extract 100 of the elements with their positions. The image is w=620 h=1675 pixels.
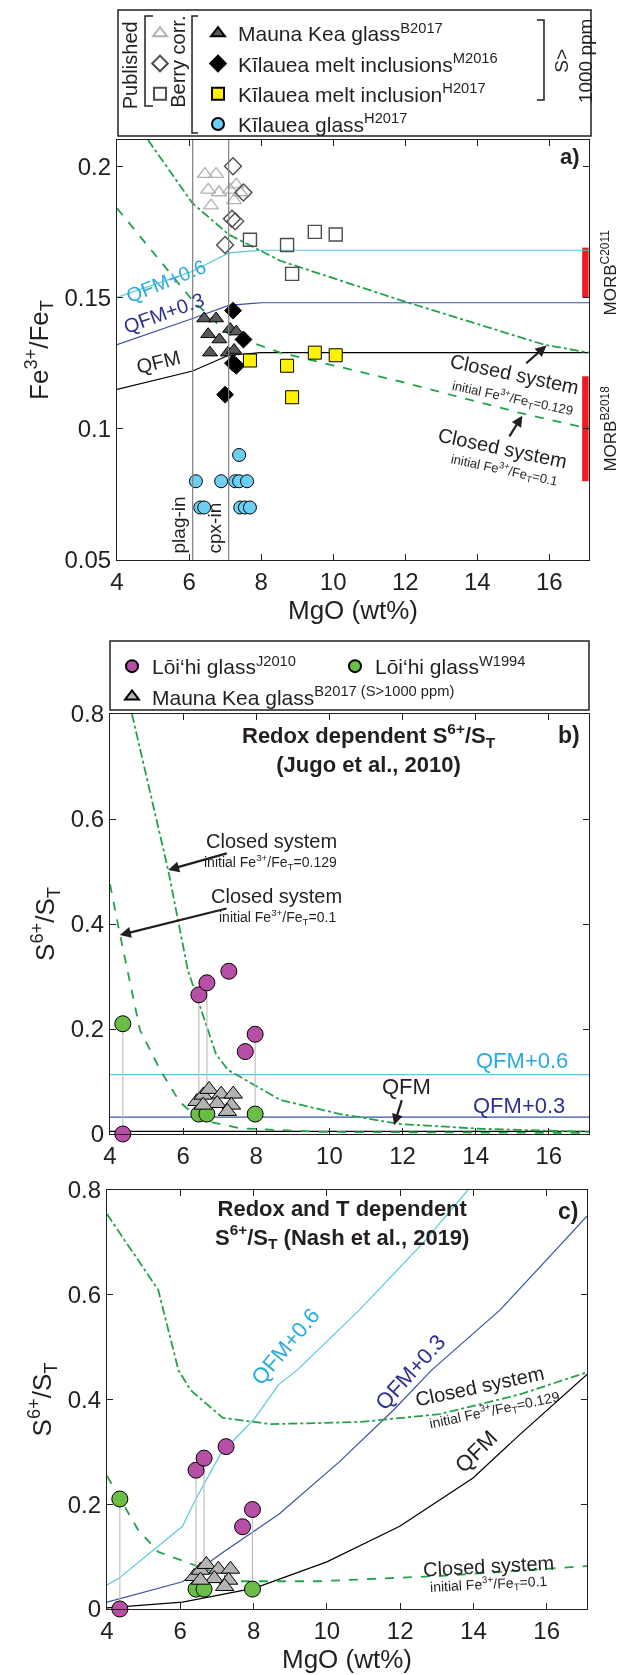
x-tick-label: 4 [110,567,124,595]
text: Berry corr. [167,15,190,108]
point [226,212,245,231]
chart-title: Redox dependent S$^{6+}$/S$_{T}$ (Jugo et al., 2010) [242,720,496,777]
text: S> 1000 ppm [550,18,597,104]
y-tick-label: 0.15 [64,283,112,311]
x-axis-title: MgO (wt%) [288,594,418,625]
y-tick-label: 0.6 [67,1281,102,1309]
ref-line-label: cpx-in [203,502,225,554]
legend-label: Mauna Kea glass$^{B2017 (S>1000 ppm)}$ [152,682,455,709]
x-tick-label: 12 [389,1141,416,1169]
point [196,166,214,179]
point [114,1015,132,1033]
point [285,390,300,405]
point [234,183,253,202]
y-tick-label: 0.4 [70,910,105,938]
y-tick-label: 0.05 [64,546,112,574]
point [279,237,295,253]
x-tick-label: 4 [100,1616,114,1644]
point [216,385,235,404]
point [193,1096,213,1110]
y-tick-label: 0.8 [70,700,105,728]
annotation: a) [560,144,580,169]
x-tick-label: 14 [462,1141,489,1169]
point [201,345,218,357]
point [207,166,225,179]
y-tick-label: 0.2 [67,1490,102,1518]
x-tick-label: 4 [103,1141,117,1169]
point [217,1438,235,1456]
x-tick-label: 6 [173,1616,187,1644]
annotation: QFM [382,1074,431,1099]
point [328,227,343,242]
point [242,353,257,368]
point [111,1490,129,1508]
legend-label: Mauna Kea glass$^{B2017}$ [238,19,443,46]
legend-label: Lōi‘hi glass$^{W1994}$ [375,652,526,679]
ref-line-label: plag-in [167,496,189,554]
point [234,1518,252,1536]
point [243,1580,261,1598]
point [220,962,238,980]
point [199,1080,219,1094]
point [243,1500,261,1518]
x-tick-label: 16 [536,567,563,595]
point [198,974,216,992]
point [234,330,253,349]
legend-label: Lōi‘hi glass$^{J2010}$ [152,652,296,679]
line-series [117,207,589,430]
text: Published [118,21,141,110]
x-tick-label: 16 [535,1141,563,1169]
point [111,1600,129,1618]
point [232,185,249,197]
y-tick-label: 0.8 [67,1176,102,1204]
point [188,474,203,489]
annotation: Closed system [211,885,343,907]
point [215,235,235,255]
point [232,448,247,462]
point [246,1025,264,1043]
point [222,209,242,228]
x-axis-title: MgO (wt%) [282,1643,412,1674]
point [195,1449,213,1467]
x-tick-label: 16 [533,1616,561,1644]
legend-label: Kīlauea melt inclusion$^{H2017}$ [238,80,486,106]
x-tick-label: 6 [176,1141,190,1169]
point [207,1095,227,1109]
annotation: initial Fe$^{3+}$/Fe$_{T}$=0.1 [219,907,337,927]
point [328,348,343,363]
annotation: QFM [134,345,183,378]
point [190,986,208,1004]
x-tick-label: 8 [249,1141,263,1169]
x-tick-label: 10 [316,1141,343,1169]
x-tick-label: 12 [391,567,419,595]
point [187,1461,205,1479]
x-tick-label: 14 [460,1616,487,1644]
annotation: QFM+0.3 [473,1093,566,1118]
point [227,356,246,375]
point [214,474,229,489]
x-tick-label: 10 [319,567,347,595]
point [240,474,255,489]
y-tick-label: 0.2 [77,152,112,180]
y-tick-label: 0 [90,1120,105,1148]
x-tick-label: 14 [463,567,491,595]
x-tick-label: 10 [313,1616,341,1644]
point [242,232,258,247]
legend-label: Kīlauea melt inclusions$^{M2016}$ [238,49,498,76]
y-tick-label: 0 [87,1595,102,1623]
annotation: c) [558,1198,579,1224]
point [224,301,242,320]
point [236,1043,254,1061]
y-tick-label: 0.4 [67,1385,102,1413]
y-tick-label: 0.2 [70,1015,105,1043]
x-tick-label: 8 [254,567,268,595]
point [223,1085,243,1099]
x-tick-label: 12 [386,1616,414,1644]
point [228,177,245,189]
point [284,266,300,282]
y-tick-label: 0.6 [70,805,105,833]
point [280,358,295,373]
point [208,311,225,323]
point [307,345,322,360]
point [242,500,257,515]
